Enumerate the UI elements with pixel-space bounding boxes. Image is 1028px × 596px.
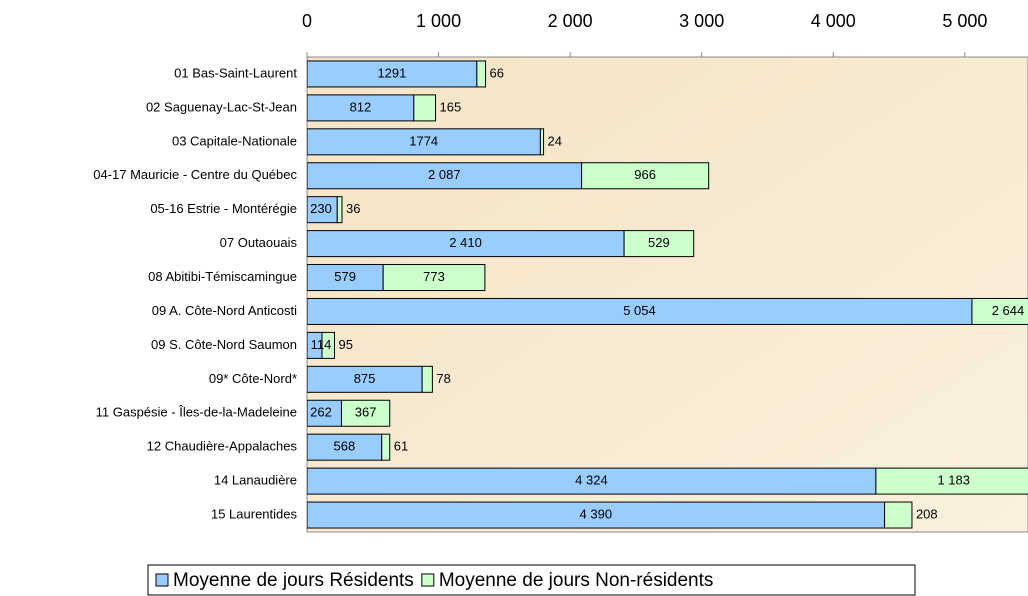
bar-segment bbox=[476, 60, 487, 88]
category-label: 09 S. Côte-Nord Saumon bbox=[151, 337, 297, 352]
value-label: 367 bbox=[355, 405, 377, 420]
category-label: 11 Gaspésie - Îles-de-la-Madeleine bbox=[96, 405, 297, 420]
x-tick-label: 1 000 bbox=[416, 11, 461, 31]
category-label: 02 Saguenay-Lac-St-Jean bbox=[146, 99, 297, 114]
bar-segment bbox=[307, 365, 423, 393]
value-label: 4 324 bbox=[575, 473, 608, 488]
value-label: 24 bbox=[548, 133, 562, 148]
value-label: 5 054 bbox=[623, 303, 656, 318]
value-label: 773 bbox=[423, 269, 445, 284]
bar-segment bbox=[539, 128, 545, 156]
bar-segment bbox=[321, 331, 335, 359]
value-label: 208 bbox=[916, 506, 938, 521]
bar-segment bbox=[307, 433, 383, 461]
x-tick-label: 5 000 bbox=[942, 11, 987, 31]
bar-segment bbox=[307, 162, 583, 190]
value-label: 875 bbox=[354, 371, 376, 386]
bar-segment bbox=[340, 399, 391, 427]
value-label: 66 bbox=[490, 65, 504, 80]
value-label: 262 bbox=[310, 405, 332, 420]
bar-segment bbox=[307, 94, 415, 122]
legend bbox=[147, 564, 916, 596]
value-label: 61 bbox=[394, 439, 408, 454]
category-label: 05-16 Estrie - Montérégie bbox=[150, 201, 297, 216]
bar-segment bbox=[413, 94, 437, 122]
bar-segment bbox=[307, 467, 877, 495]
category-label: 09* Côte-Nord* bbox=[209, 371, 297, 386]
bar-segment bbox=[623, 230, 695, 258]
value-label: 230 bbox=[310, 201, 332, 216]
value-label: 1 183 bbox=[937, 473, 970, 488]
bar-segment bbox=[971, 297, 1028, 325]
value-label: 1291 bbox=[377, 65, 406, 80]
bar-segment bbox=[307, 297, 973, 325]
bar-segment bbox=[884, 501, 913, 529]
plot-area bbox=[306, 56, 1028, 533]
x-tick-label: 3 000 bbox=[679, 11, 724, 31]
value-label: 2 087 bbox=[428, 167, 461, 182]
value-label: 966 bbox=[634, 167, 656, 182]
value-label: 1774 bbox=[409, 133, 438, 148]
bar-segment bbox=[307, 230, 625, 258]
legend-swatch bbox=[155, 573, 169, 587]
value-label: 2 410 bbox=[449, 235, 482, 250]
category-label: 15 Laurentides bbox=[211, 506, 298, 521]
value-label: 579 bbox=[334, 269, 356, 284]
bar-segment bbox=[307, 196, 338, 224]
x-tick-label: 2 000 bbox=[548, 11, 593, 31]
value-label: 4 390 bbox=[580, 506, 613, 521]
value-label: 812 bbox=[350, 99, 372, 114]
legend-swatch bbox=[421, 573, 435, 587]
category-label: 04-17 Mauricie - Centre du Québec bbox=[93, 167, 297, 182]
x-tick-label: 0 bbox=[302, 11, 312, 31]
category-label: 07 Outaouais bbox=[220, 235, 298, 250]
bar-segment bbox=[581, 162, 710, 190]
bar-segment bbox=[875, 467, 1028, 495]
category-label: 01 Bas-Saint-Laurent bbox=[174, 65, 297, 80]
bar-segment bbox=[382, 264, 486, 292]
category-label: 03 Capitale-Nationale bbox=[172, 133, 297, 148]
value-label: 114 bbox=[311, 337, 332, 352]
bar-segment bbox=[307, 264, 384, 292]
value-label: 2 644 bbox=[992, 303, 1025, 318]
legend-label: Moyenne de jours Résidents bbox=[173, 570, 414, 591]
bar-segment bbox=[307, 501, 886, 529]
category-label: 12 Chaudière-Appalaches bbox=[147, 439, 298, 454]
bar-segment bbox=[336, 196, 343, 224]
value-label: 95 bbox=[338, 337, 352, 352]
legend-label: Moyenne de jours Non-résidents bbox=[439, 570, 714, 591]
category-label: 09 A. Côte-Nord Anticosti bbox=[152, 303, 297, 318]
value-label: 78 bbox=[436, 371, 450, 386]
category-label: 14 Lanaudière bbox=[214, 473, 297, 488]
x-tick-label: 4 000 bbox=[811, 11, 856, 31]
bar-segment bbox=[381, 433, 391, 461]
value-label: 36 bbox=[346, 201, 360, 216]
bar-segment bbox=[421, 365, 433, 393]
value-label: 529 bbox=[648, 235, 670, 250]
value-label: 165 bbox=[440, 99, 462, 114]
category-label: 08 Abitibi-Témiscamingue bbox=[148, 269, 297, 284]
value-label: 568 bbox=[334, 439, 356, 454]
